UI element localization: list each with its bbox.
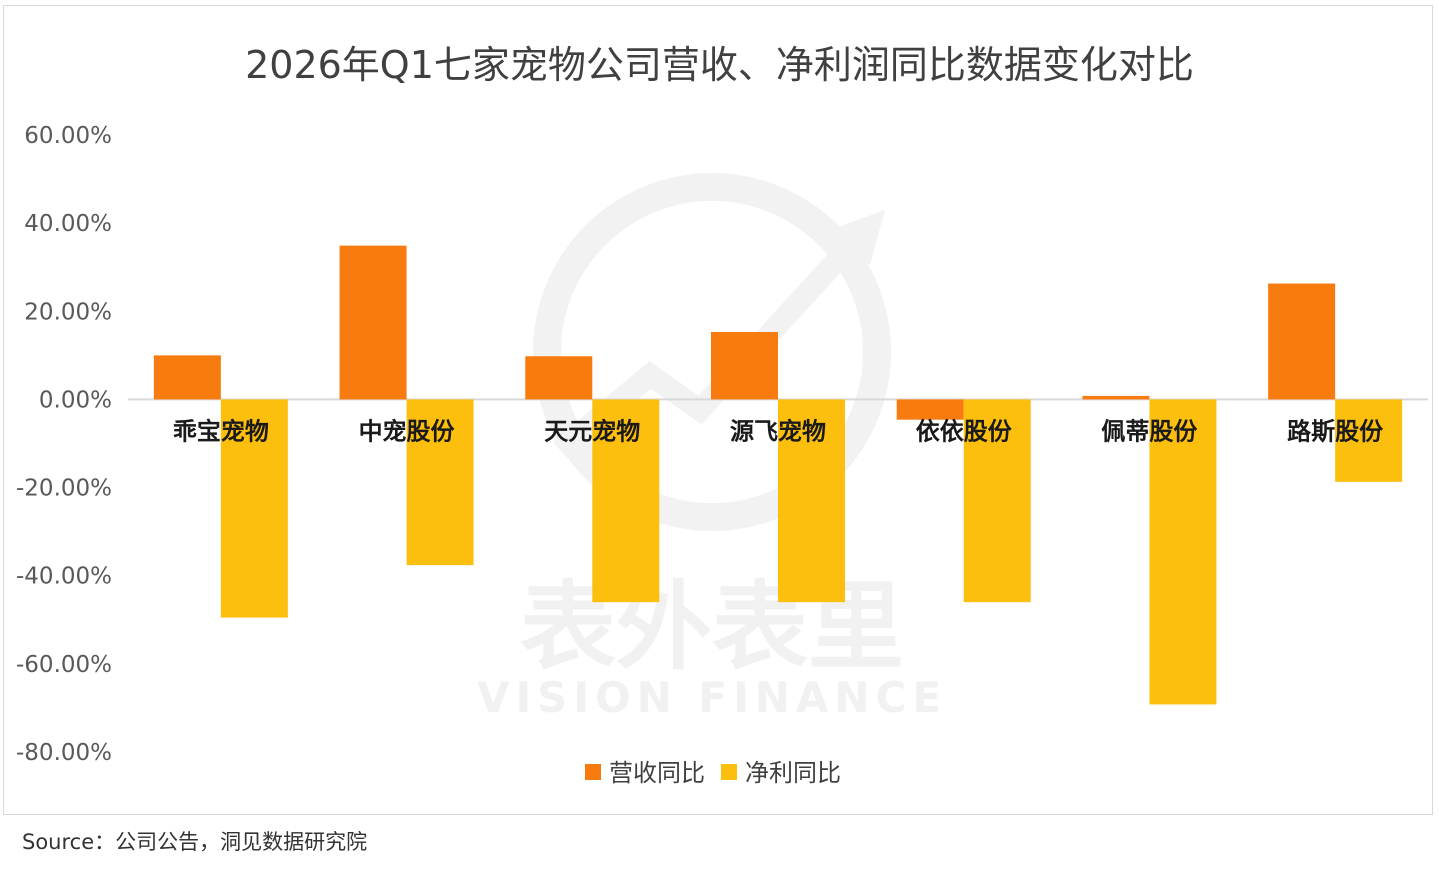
bar-net-profit-6: [1335, 399, 1403, 482]
bar-revenue-4: [896, 399, 964, 420]
bars-group: [153, 245, 1403, 705]
category-label: 源飞宠物: [730, 417, 826, 445]
bar-net-profit-4: [963, 399, 1031, 603]
watermark-logo: 表外表里 VISION FINANCE: [477, 173, 947, 722]
legend: 营收同比 净利同比: [585, 759, 841, 787]
y-axis: 60.00% 40.00% 20.00% 0.00% -20.00% -40.00% -60…: [16, 123, 112, 766]
y-tick-label: -20.00%: [16, 476, 112, 502]
bar-net-profit-3: [778, 399, 845, 603]
bar-net-profit-5: [1149, 399, 1217, 705]
y-tick-label: -80.00%: [16, 740, 112, 766]
y-tick-label: -40.00%: [16, 564, 112, 590]
category-label: 依依股份: [916, 417, 1013, 445]
y-tick-label: 0.00%: [39, 387, 112, 413]
watermark-en: VISION FINANCE: [477, 673, 947, 722]
category-labels: 乖宝宠物 中宠股份 天元宠物 源飞宠物 依依股份 佩蒂股份 路斯股份: [173, 417, 1384, 445]
category-label: 天元宠物: [544, 417, 640, 445]
category-label: 中宠股份: [359, 417, 456, 445]
legend-label: 营收同比: [609, 759, 705, 787]
bar-net-profit-1: [406, 399, 474, 566]
y-tick-label: 40.00%: [24, 211, 112, 237]
legend-swatch: [721, 764, 737, 780]
bar-revenue-5: [1082, 395, 1150, 400]
category-label: 乖宝宠物: [173, 417, 269, 445]
category-label: 路斯股份: [1287, 417, 1384, 445]
watermark-cn: 表外表里: [520, 571, 904, 683]
y-tick-label: 60.00%: [24, 123, 112, 149]
category-label: 佩蒂股份: [1101, 417, 1198, 445]
bar-revenue-0: [153, 355, 221, 400]
source-note: Source：公司公告，洞见数据研究院: [22, 830, 368, 854]
y-tick-label: 20.00%: [24, 299, 112, 325]
bar-net-profit-2: [592, 399, 660, 603]
legend-swatch: [585, 764, 601, 780]
y-tick-label: -60.00%: [16, 652, 112, 678]
legend-label: 净利同比: [745, 759, 841, 787]
bar-revenue-2: [525, 356, 593, 400]
bar-revenue-6: [1268, 283, 1336, 400]
chart-title: 2026年Q1七家宠物公司营收、净利润同比数据变化对比: [245, 43, 1194, 87]
bar-revenue-1: [339, 245, 407, 400]
bar-revenue-3: [711, 331, 778, 400]
bar-net-profit-0: [220, 399, 288, 618]
